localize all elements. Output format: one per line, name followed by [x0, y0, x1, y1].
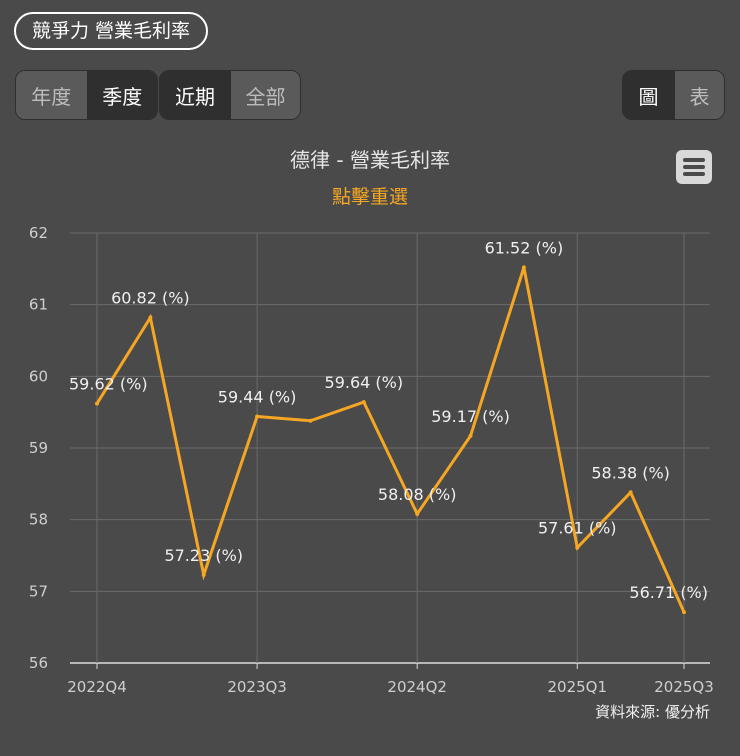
x-tick-label: 2023Q3 [227, 678, 287, 696]
data-point [308, 418, 313, 423]
all-button[interactable]: 全部 [230, 71, 300, 119]
data-point [201, 572, 206, 577]
section-title-pill[interactable]: 競爭力 營業毛利率 [14, 12, 209, 50]
data-point [95, 401, 99, 406]
data-point [255, 414, 260, 419]
y-tick-label: 57 [29, 582, 48, 600]
data-label: 56.71 (%) [629, 583, 708, 602]
y-tick-label: 56 [29, 654, 48, 672]
y-tick-label: 59 [29, 439, 48, 457]
data-label: 59.17 (%) [431, 407, 510, 426]
y-tick-label: 62 [29, 224, 48, 242]
quarterly-button[interactable]: 季度 [86, 71, 157, 119]
data-label: 57.23 (%) [164, 546, 243, 565]
data-label: 59.64 (%) [325, 373, 404, 392]
y-tick-label: 60 [29, 367, 48, 385]
x-tick-label: 2022Q4 [67, 678, 127, 696]
table-view-button[interactable]: 表 [673, 71, 724, 119]
section-title-text: 競爭力 營業毛利率 [32, 20, 191, 42]
data-point [415, 511, 420, 516]
data-label: 60.82 (%) [111, 289, 190, 308]
view-toggle: 圖 表 [622, 70, 725, 120]
data-label: 59.62 (%) [69, 375, 148, 394]
x-tick-label: 2025Q1 [548, 678, 608, 696]
recent-button[interactable]: 近期 [160, 71, 230, 119]
data-point [148, 315, 153, 320]
chart-view-button[interactable]: 圖 [623, 71, 674, 119]
data-label: 61.52 (%) [485, 238, 564, 257]
chart-subtitle-reselect[interactable]: 點擊重選 [331, 186, 408, 208]
data-label: 58.38 (%) [591, 463, 670, 482]
series-line [95, 266, 686, 613]
source-credit: 資料來源: 優分析 [595, 703, 710, 721]
range-toggle: 近期 全部 [159, 70, 301, 120]
y-tick-label: 61 [29, 296, 48, 314]
data-label: 59.44 (%) [218, 387, 297, 406]
data-point [575, 545, 580, 550]
hamburger-menu-icon[interactable] [676, 150, 712, 184]
x-tick-label: 2025Q3 [654, 678, 714, 696]
x-tick-label: 2024Q2 [387, 678, 447, 696]
data-point [682, 610, 686, 615]
data-label: 57.61 (%) [538, 519, 617, 538]
chart-title: 德律 - 營業毛利率 [290, 148, 450, 172]
annual-button[interactable]: 年度 [16, 71, 87, 119]
y-tick-label: 58 [29, 511, 48, 529]
data-point [628, 490, 633, 495]
data-point [468, 433, 473, 438]
data-point [361, 400, 366, 405]
data-label: 58.08 (%) [378, 485, 457, 504]
period-toggle: 年度 季度 [15, 70, 158, 120]
data-point [521, 265, 526, 270]
